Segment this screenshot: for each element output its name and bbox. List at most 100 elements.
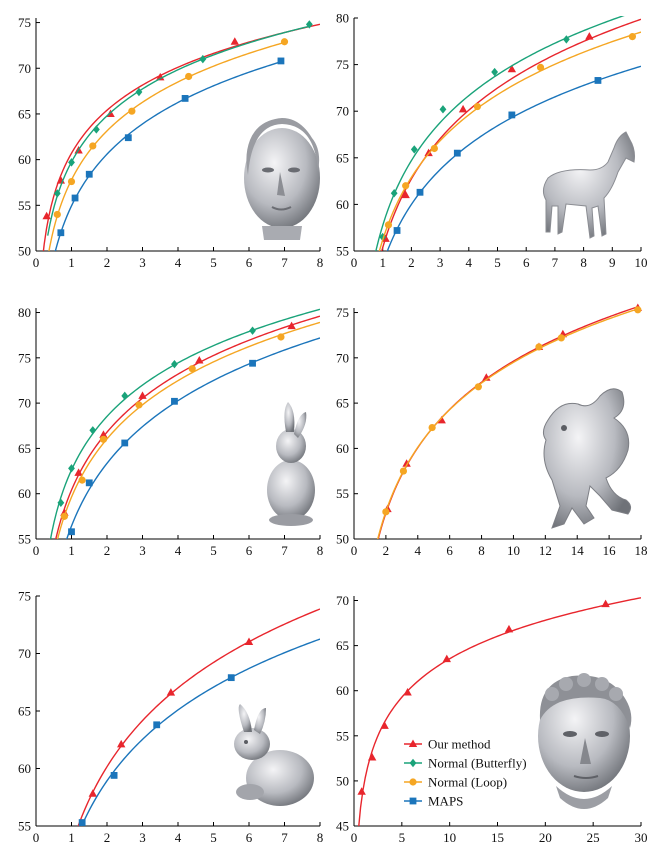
data-point — [634, 306, 642, 314]
y-tick-label: 75 — [18, 589, 31, 604]
x-tick-label: 3 — [139, 830, 146, 845]
series-maps — [65, 337, 320, 539]
data-point — [410, 145, 418, 154]
data-point — [453, 149, 461, 157]
data-point — [430, 144, 438, 153]
series-line-our-method — [77, 608, 320, 826]
y-tick-label: 65 — [18, 704, 31, 719]
data-point — [601, 599, 610, 608]
data-point — [402, 459, 411, 467]
y-tick-label: 55 — [18, 819, 31, 834]
x-tick-label: 0 — [33, 543, 40, 558]
data-point — [474, 383, 482, 391]
data-point — [156, 72, 165, 81]
x-tick-label: 3 — [437, 255, 444, 270]
series-normal-loop — [378, 31, 641, 251]
data-point — [437, 415, 446, 424]
data-point — [442, 654, 451, 663]
x-tick-label: 0 — [351, 255, 358, 270]
x-tick-label: 8 — [317, 255, 324, 270]
data-point — [384, 221, 393, 229]
x-tick-label: 16 — [603, 543, 617, 558]
y-tick-label: 55 — [18, 532, 31, 547]
y-tick-label: 55 — [336, 486, 349, 501]
data-point — [171, 397, 178, 405]
data-point — [53, 210, 61, 219]
x-tick-label: 4 — [415, 543, 422, 558]
data-point — [99, 435, 108, 443]
data-point — [244, 637, 254, 645]
data-point — [628, 33, 636, 41]
x-tick-label: 18 — [635, 543, 648, 558]
x-tick-label: 5 — [210, 543, 217, 558]
legend-marker — [408, 739, 418, 747]
series-normal-loop — [48, 38, 289, 251]
data-point — [185, 72, 193, 81]
x-tick-label: 5 — [210, 255, 217, 270]
data-point — [188, 365, 196, 373]
rabbit-icon — [267, 402, 315, 526]
series-line-normal-loop — [377, 308, 639, 539]
series-line-normal-butterfly — [47, 25, 310, 236]
y-tick-label: 75 — [336, 305, 349, 320]
y-tick-label: 50 — [18, 244, 31, 259]
legend-marker — [409, 778, 417, 786]
x-tick-label: 1 — [68, 255, 75, 270]
y-tick-label: 55 — [336, 244, 349, 259]
x-tick-label: 7 — [281, 830, 288, 845]
legend: Our method Normal (Butterfly) Normal (Loop… — [404, 737, 527, 809]
y-tick-label: 70 — [18, 646, 31, 661]
x-tick-label: 2 — [104, 830, 111, 845]
x-tick-label: 14 — [571, 543, 585, 558]
legend-label: Normal (Loop) — [428, 775, 507, 790]
data-point — [199, 54, 207, 64]
data-point — [536, 63, 545, 71]
horse-icon — [542, 131, 635, 239]
y-tick-label: 75 — [336, 57, 349, 72]
x-tick-label: 5 — [494, 255, 501, 270]
data-point — [181, 95, 189, 102]
data-point — [277, 57, 285, 65]
data-point — [121, 391, 129, 401]
y-tick-label: 60 — [18, 761, 31, 776]
data-point — [60, 512, 68, 520]
data-point — [557, 334, 565, 342]
x-tick-label: 4 — [175, 830, 182, 845]
x-tick-label: 2 — [104, 543, 111, 558]
y-tick-label: 65 — [18, 441, 31, 456]
data-point — [121, 439, 129, 447]
x-tick-label: 0 — [33, 255, 40, 270]
data-point — [399, 467, 408, 475]
y-tick-label: 65 — [336, 396, 349, 411]
data-point — [473, 102, 482, 111]
data-point — [166, 688, 176, 696]
series-line-maps — [65, 337, 320, 539]
data-point — [53, 189, 61, 198]
x-tick-label: 4 — [175, 543, 182, 558]
legend-entry-our-method: Our method — [404, 737, 491, 752]
data-point — [230, 37, 239, 45]
data-point — [594, 77, 602, 84]
data-point — [504, 624, 514, 633]
data-point — [68, 158, 75, 167]
legend-label: MAPS — [428, 794, 463, 809]
data-point — [74, 468, 83, 476]
x-tick-label: 8 — [317, 543, 324, 558]
chart-rabbit: 0 1 2 3 4 5 6 7 8 55 60 65 70 75 80 — [18, 305, 324, 558]
chart-dragon: 0 2 4 6 8 10 12 14 16 18 50 55 60 65 70 75 — [336, 303, 648, 558]
chart-david-head: 0 5 10 15 20 25 30 45 50 55 60 65 70 — [336, 593, 648, 845]
x-tick-label: 6 — [246, 543, 253, 558]
x-tick-label: 10 — [635, 255, 648, 270]
x-tick-label: 2 — [104, 255, 111, 270]
series-normal-butterfly — [47, 20, 313, 236]
y-tick-label: 50 — [336, 532, 349, 547]
data-point — [380, 721, 389, 729]
x-tick-label: 10 — [507, 543, 520, 558]
data-point — [85, 479, 93, 487]
data-point — [138, 391, 147, 399]
data-point — [78, 819, 86, 826]
y-tick-label: 75 — [18, 15, 31, 30]
data-point — [92, 125, 100, 134]
y-tick-label: 50 — [336, 773, 349, 788]
